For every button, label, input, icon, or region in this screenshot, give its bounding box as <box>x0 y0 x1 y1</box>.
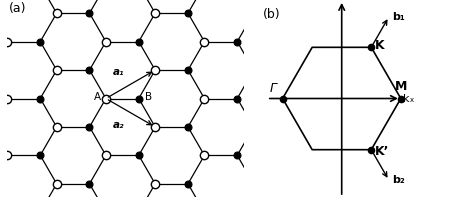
Text: b₁: b₁ <box>392 12 405 22</box>
Text: a₂: a₂ <box>113 120 125 130</box>
Text: Γ: Γ <box>270 82 277 95</box>
Text: kₓ: kₓ <box>403 94 414 103</box>
Text: a₁: a₁ <box>113 67 125 77</box>
Text: A: A <box>94 92 101 102</box>
Text: M: M <box>395 80 407 93</box>
Text: K’: K’ <box>375 145 390 158</box>
Text: (b): (b) <box>263 8 281 21</box>
Text: b₂: b₂ <box>392 175 405 185</box>
Text: K: K <box>375 39 385 52</box>
Text: B: B <box>146 92 153 102</box>
Text: (a): (a) <box>9 2 27 15</box>
